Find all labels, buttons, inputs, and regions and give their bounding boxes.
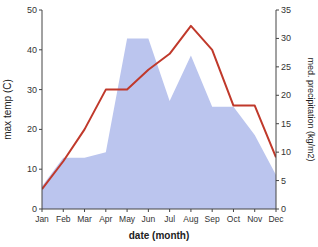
x-tick-label: Dec <box>268 214 284 224</box>
y-tick <box>39 10 42 11</box>
y2-tick-label: 20 <box>281 90 291 100</box>
y-axis-label: max temp (C) <box>2 79 13 140</box>
x-tick <box>105 209 106 212</box>
y-tick-label: 30 <box>27 85 37 95</box>
y2-tick-label: 5 <box>281 176 286 186</box>
x-axis-line <box>42 209 276 210</box>
temp-line <box>42 26 276 189</box>
x-tick <box>276 209 277 212</box>
x-tick <box>212 209 213 212</box>
y2-axis-label: med. precipitation (kg/m2) <box>306 57 316 161</box>
y-tick-label: 0 <box>32 204 37 214</box>
x-tick-label: Sep <box>205 214 220 224</box>
x-tick <box>233 209 234 212</box>
y2-tick <box>276 66 279 67</box>
precip-area <box>42 38 276 209</box>
y-axis-line <box>42 10 43 209</box>
y-tick <box>39 49 42 50</box>
y2-tick-label: 35 <box>281 5 291 15</box>
y-tick <box>39 129 42 130</box>
y2-axis-line <box>276 10 277 209</box>
y-tick <box>39 89 42 90</box>
x-tick-label: Jan <box>35 214 49 224</box>
y2-tick-label: 0 <box>281 204 286 214</box>
x-tick-label: Apr <box>99 214 112 224</box>
x-tick-label: Jun <box>142 214 156 224</box>
x-tick-label: Feb <box>56 214 71 224</box>
x-tick-label: Nov <box>247 214 263 224</box>
y2-tick <box>276 10 279 11</box>
x-tick <box>84 209 85 212</box>
x-tick-label: Jul <box>164 214 175 224</box>
x-tick <box>148 209 149 212</box>
plot-area <box>42 26 276 209</box>
y-tick-label: 20 <box>27 124 37 134</box>
y2-tick <box>276 95 279 96</box>
x-tick <box>42 209 43 212</box>
y-tick <box>39 169 42 170</box>
y2-tick <box>276 152 279 153</box>
x-tick <box>254 209 255 212</box>
x-tick <box>127 209 128 212</box>
y2-tick <box>276 123 279 124</box>
x-tick <box>190 209 191 212</box>
y2-tick-label: 10 <box>281 147 291 157</box>
x-tick <box>169 209 170 212</box>
x-tick-label: Mar <box>77 214 92 224</box>
x-tick-label: May <box>119 214 136 224</box>
y2-tick <box>276 38 279 39</box>
x-tick-label: Aug <box>183 214 198 224</box>
x-tick <box>63 209 64 212</box>
y-tick-label: 10 <box>27 164 37 174</box>
y2-tick-label: 25 <box>281 62 291 72</box>
y-tick-label: 50 <box>27 5 37 15</box>
y2-tick-label: 15 <box>281 119 291 129</box>
y2-tick-label: 30 <box>281 33 291 43</box>
y2-tick <box>276 180 279 181</box>
x-tick-label: Oct <box>227 214 241 224</box>
x-axis-label: date (month) <box>129 230 190 241</box>
y-tick-label: 40 <box>27 45 37 55</box>
chart: 0 10 20 30 40 50 0 5 10 15 20 25 30 35 Jan Feb Mar Apr May… <box>0 0 318 247</box>
